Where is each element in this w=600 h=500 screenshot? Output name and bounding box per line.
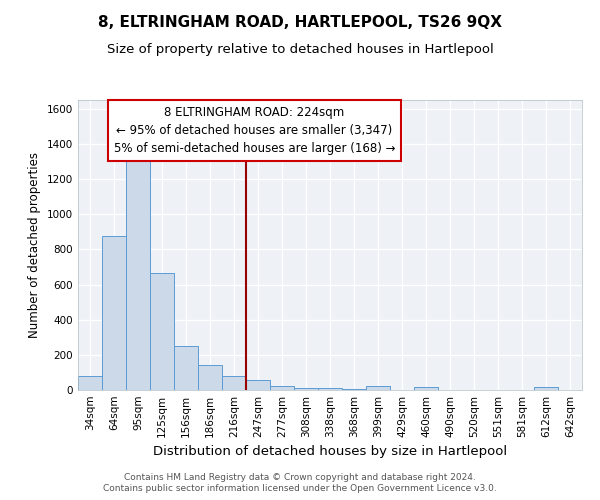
Bar xyxy=(270,386,294,390)
Bar xyxy=(414,388,438,390)
X-axis label: Distribution of detached houses by size in Hartlepool: Distribution of detached houses by size … xyxy=(153,446,507,458)
Bar xyxy=(126,158,150,390)
Bar xyxy=(150,272,174,390)
Bar xyxy=(534,388,558,390)
Bar xyxy=(198,365,222,390)
Y-axis label: Number of detached properties: Number of detached properties xyxy=(28,152,41,338)
Bar xyxy=(222,376,246,390)
Bar xyxy=(294,388,318,390)
Text: Size of property relative to detached houses in Hartlepool: Size of property relative to detached ho… xyxy=(107,42,493,56)
Bar xyxy=(342,388,366,390)
Bar xyxy=(102,236,126,390)
Bar xyxy=(78,376,102,390)
Text: 8, ELTRINGHAM ROAD, HARTLEPOOL, TS26 9QX: 8, ELTRINGHAM ROAD, HARTLEPOOL, TS26 9QX xyxy=(98,15,502,30)
Text: Contains public sector information licensed under the Open Government Licence v3: Contains public sector information licen… xyxy=(103,484,497,493)
Bar xyxy=(174,346,198,390)
Bar xyxy=(318,388,342,390)
Bar xyxy=(366,386,390,390)
Text: Contains HM Land Registry data © Crown copyright and database right 2024.: Contains HM Land Registry data © Crown c… xyxy=(124,472,476,482)
Text: 8 ELTRINGHAM ROAD: 224sqm
← 95% of detached houses are smaller (3,347)
5% of sem: 8 ELTRINGHAM ROAD: 224sqm ← 95% of detac… xyxy=(113,106,395,155)
Bar xyxy=(246,380,270,390)
